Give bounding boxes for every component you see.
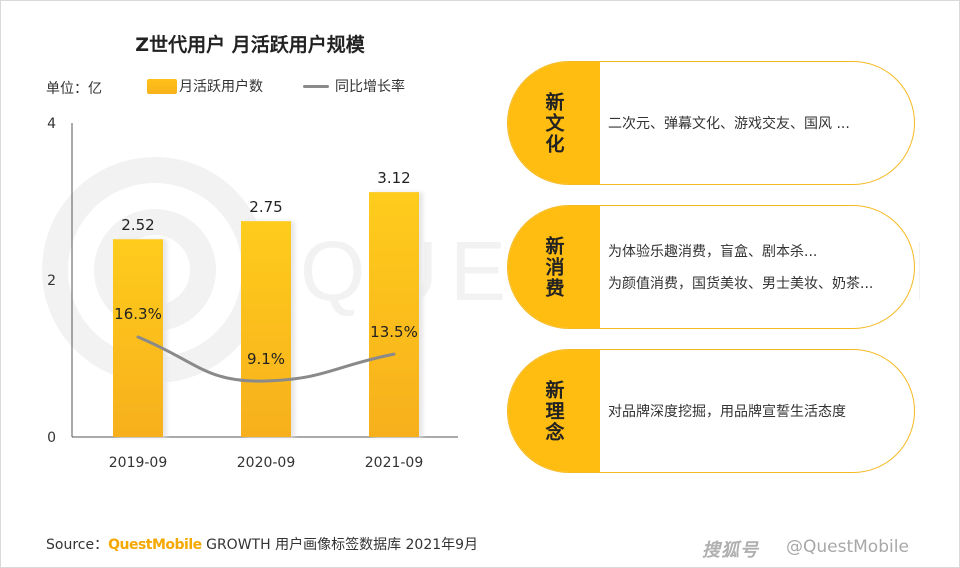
panel-tab-label: 新文化 [542, 91, 565, 155]
panel-new-concept: 新理念 对品牌深度挖掘，用品牌宣誓生活态度 [507, 349, 915, 473]
source-note: Source：QuestMobile GROWTH 用户画像标签数据库 2021… [46, 534, 478, 554]
panel-body: 对品牌深度挖掘，用品牌宣誓生活态度 [608, 350, 904, 472]
footer-handle: @QuestMobile [786, 537, 909, 557]
panel-line: 为颜值消费，国货美妆、男士美妆、奶茶... [608, 276, 874, 292]
panel-tab: 新理念 [508, 350, 600, 472]
legend-bar-label: 月活跃用户数 [179, 79, 263, 95]
bar-value-label: 2.75 [249, 198, 282, 216]
panel-tab: 新文化 [508, 62, 600, 184]
growth-rate-label: 16.3% [114, 305, 162, 323]
unit-label: 单位：亿 [46, 81, 102, 97]
panel-body: 为体验乐趣消费，盲盒、剧本杀... 为颜值消费，国货美妆、男士美妆、奶茶... [608, 206, 904, 328]
bar-value-label: 2.52 [121, 216, 154, 234]
legend: 月活跃用户数 同比增长率 [147, 76, 405, 96]
panel-tab: 新消费 [508, 206, 600, 328]
bar-line-chart: 0 2 4 2.52 2.75 3.12 16.3% 9.1% 13.5% 2019-09 2… [47, 116, 458, 471]
panel-line: 二次元、弹幕文化、游戏交友、国风 ... [608, 116, 850, 132]
bar-2021-09 [369, 192, 419, 437]
chart-title: Z世代用户 月活跃用户规模 [135, 34, 365, 56]
sohu-logo: 搜狐号 [702, 540, 759, 561]
source-prefix: Source： [46, 537, 109, 553]
source-text: GROWTH 用户画像标签数据库 2021年9月 [201, 537, 479, 553]
panel-tab-label: 新消费 [542, 235, 565, 299]
y-tick-label: 0 [47, 430, 56, 446]
panel-body: 二次元、弹幕文化、游戏交友、国风 ... [608, 62, 904, 184]
panel-tab-label: 新理念 [542, 379, 565, 443]
x-tick-label: 2020-09 [237, 455, 296, 471]
bar-value-label: 3.12 [377, 169, 410, 187]
panel-new-culture: 新文化 二次元、弹幕文化、游戏交友、国风 ... [507, 61, 915, 185]
growth-rate-label: 9.1% [247, 350, 285, 368]
growth-rate-label: 13.5% [370, 323, 418, 341]
x-tick-label: 2019-09 [109, 455, 168, 471]
bar-2020-09 [241, 221, 291, 437]
y-tick-label: 4 [47, 116, 56, 132]
x-tick-label: 2021-09 [365, 455, 424, 471]
y-tick-label: 2 [47, 273, 56, 289]
panel-line: 为体验乐趣消费，盲盒、剧本杀... [608, 244, 818, 260]
legend-line-label: 同比增长率 [335, 79, 405, 95]
growth-rate-line [136, 335, 396, 383]
legend-line-swatch [303, 84, 329, 88]
source-brand: QuestMobile [108, 537, 202, 553]
panel-new-consumption: 新消费 为体验乐趣消费，盲盒、剧本杀... 为颜值消费，国货美妆、男士美妆、奶茶… [507, 205, 915, 329]
panel-line: 对品牌深度挖掘，用品牌宣誓生活态度 [608, 404, 846, 420]
legend-bar-swatch [147, 78, 177, 94]
